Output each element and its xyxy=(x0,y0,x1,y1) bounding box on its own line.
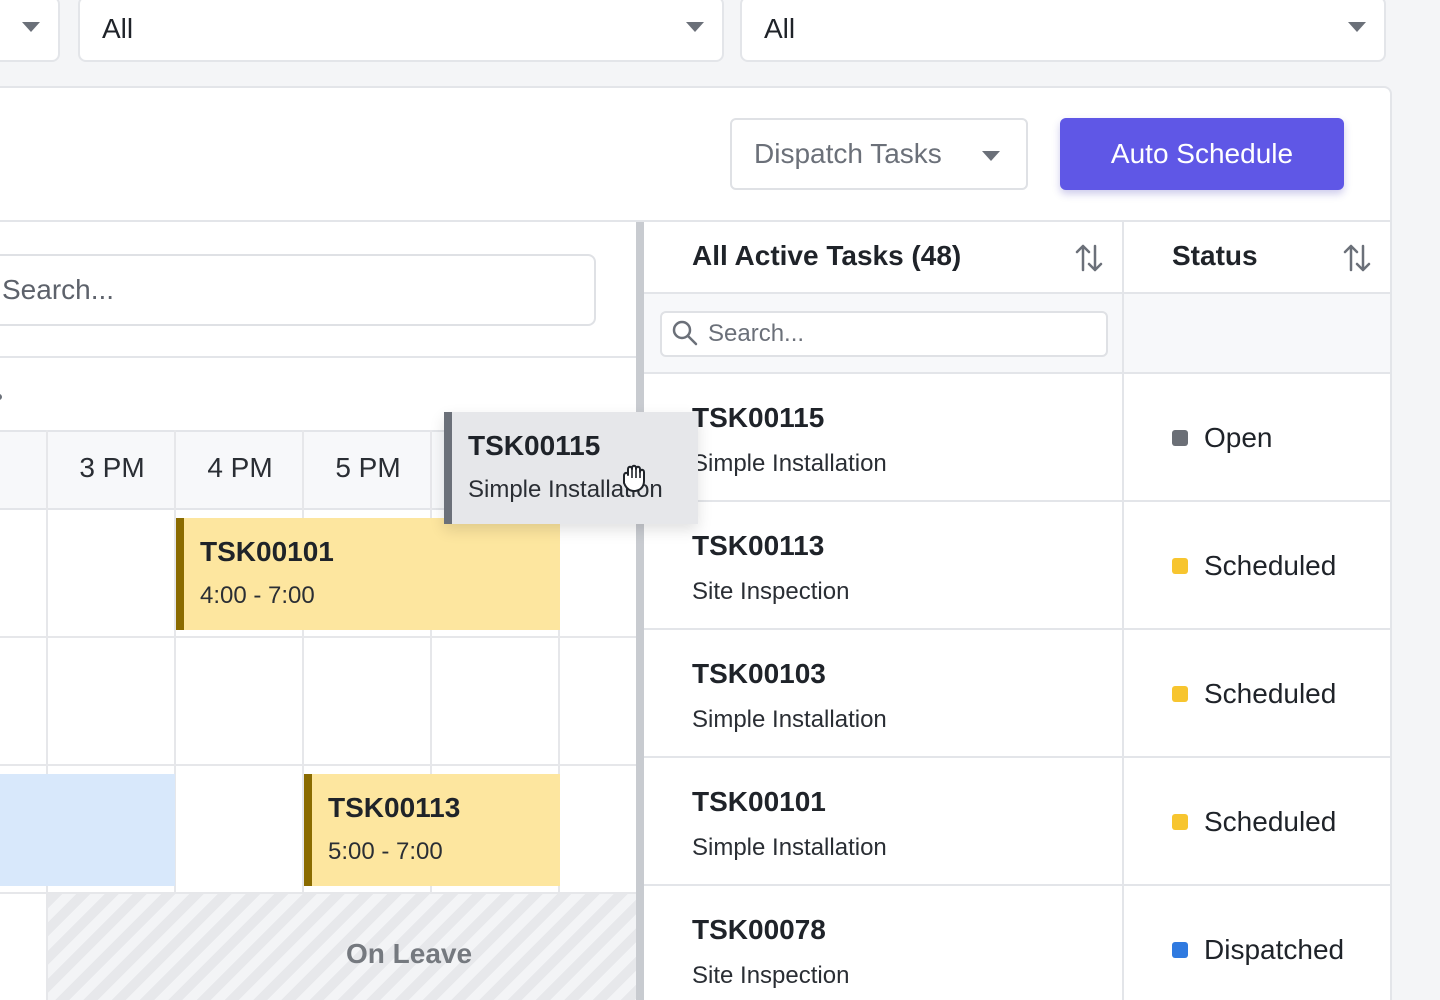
task-desc: Simple Installation xyxy=(692,834,887,861)
status-dot xyxy=(1172,558,1188,574)
status-text: Dispatched xyxy=(1204,934,1345,965)
sort-arrows-icon[interactable] xyxy=(1074,242,1104,274)
schedule-block[interactable] xyxy=(0,774,175,886)
task-id: TSK00115 xyxy=(692,402,825,433)
status-text: Scheduled xyxy=(1204,678,1337,709)
grab-hand-icon xyxy=(623,464,645,492)
task-desc: Site Inspection xyxy=(692,962,850,989)
on-leave-label: On Leave xyxy=(346,938,473,969)
grid-line xyxy=(0,764,636,766)
dispatch-tasks-dropdown[interactable]: Dispatch Tasks xyxy=(730,118,1028,190)
status-text: Open xyxy=(1204,422,1273,453)
search-icon xyxy=(672,320,698,346)
task-search-input[interactable]: Search... xyxy=(660,311,1108,357)
grid-line xyxy=(0,892,636,894)
more-dot-icon xyxy=(0,394,2,400)
divider xyxy=(644,292,1390,294)
column-divider xyxy=(1122,294,1124,374)
status-column-title: Status xyxy=(1172,240,1258,271)
chevron-down-icon xyxy=(982,151,1000,161)
time-label: 4 PM xyxy=(207,452,273,483)
time-label: M xyxy=(0,452,48,484)
task-search-placeholder: Search... xyxy=(708,320,805,347)
filter-value: All xyxy=(764,13,796,44)
chevron-down-icon xyxy=(686,22,704,32)
grid-line xyxy=(430,430,432,1000)
task-row[interactable]: TSK00103 Simple Installation Scheduled xyxy=(644,630,1390,758)
task-desc: Simple Installation xyxy=(468,476,663,503)
task-list-title: All Active Tasks (48) xyxy=(692,240,962,271)
time-label: 3 PM xyxy=(79,452,145,483)
time-label: 5 PM xyxy=(335,452,401,483)
task-time: 5:00 - 7:00 xyxy=(328,838,443,865)
task-id: TSK00113 xyxy=(692,530,825,561)
status-dot xyxy=(1172,942,1188,958)
filter-value: All xyxy=(102,13,134,44)
task-id: TSK00113 xyxy=(328,792,461,823)
task-id: TSK00103 xyxy=(692,658,826,689)
chevron-down-icon xyxy=(1348,22,1366,32)
dispatch-tasks-label: Dispatch Tasks xyxy=(754,138,942,169)
status-dot xyxy=(1172,814,1188,830)
auto-schedule-button[interactable]: Auto Schedule xyxy=(1060,118,1344,190)
schedule-task-block[interactable]: TSK00113 5:00 - 7:00 xyxy=(304,774,560,886)
panel-splitter[interactable] xyxy=(636,222,644,1000)
task-id: TSK00078 xyxy=(692,914,826,945)
task-desc: Site Inspection xyxy=(692,578,850,605)
on-leave-block xyxy=(48,894,636,1000)
divider xyxy=(0,220,1390,222)
drag-ghost-task[interactable]: TSK00115 Simple Installation xyxy=(444,412,698,524)
column-divider xyxy=(1122,222,1124,1000)
schedule-search-input[interactable]: Search... xyxy=(0,254,596,326)
status-dot xyxy=(1172,686,1188,702)
status-text: Scheduled xyxy=(1204,806,1337,837)
task-desc: Simple Installation xyxy=(692,706,887,733)
status-dot xyxy=(1172,430,1188,446)
grid-line xyxy=(174,430,176,1000)
task-row[interactable]: TSK00101 Simple Installation Scheduled xyxy=(644,758,1390,886)
sort-arrows-icon[interactable] xyxy=(1342,242,1372,274)
task-id: TSK00115 xyxy=(468,430,601,461)
grid-line xyxy=(302,430,304,1000)
grid-line xyxy=(0,636,636,638)
filter-dropdown-3[interactable]: All xyxy=(740,0,1386,62)
task-row[interactable]: TSK00115 Simple Installation Open xyxy=(644,374,1390,502)
divider xyxy=(644,372,1390,374)
grid-line xyxy=(46,430,48,1000)
task-id: TSK00101 xyxy=(692,786,826,817)
task-row[interactable]: TSK00078 Site Inspection Dispatched xyxy=(644,886,1390,1000)
chevron-down-icon xyxy=(22,22,40,32)
schedule-task-block[interactable]: TSK00101 4:00 - 7:00 xyxy=(176,518,560,630)
status-text: Scheduled xyxy=(1204,550,1337,581)
task-row[interactable]: TSK00113 Site Inspection Scheduled xyxy=(644,502,1390,630)
schedule-search-placeholder: Search... xyxy=(2,274,115,305)
task-desc: Simple Installation xyxy=(692,450,887,477)
divider xyxy=(0,356,636,358)
grid-line xyxy=(558,430,560,1000)
filter-dropdown-2[interactable]: All xyxy=(78,0,724,62)
task-time: 4:00 - 7:00 xyxy=(200,582,315,609)
filter-dropdown-1[interactable] xyxy=(0,0,60,62)
task-id: TSK00101 xyxy=(200,536,334,567)
